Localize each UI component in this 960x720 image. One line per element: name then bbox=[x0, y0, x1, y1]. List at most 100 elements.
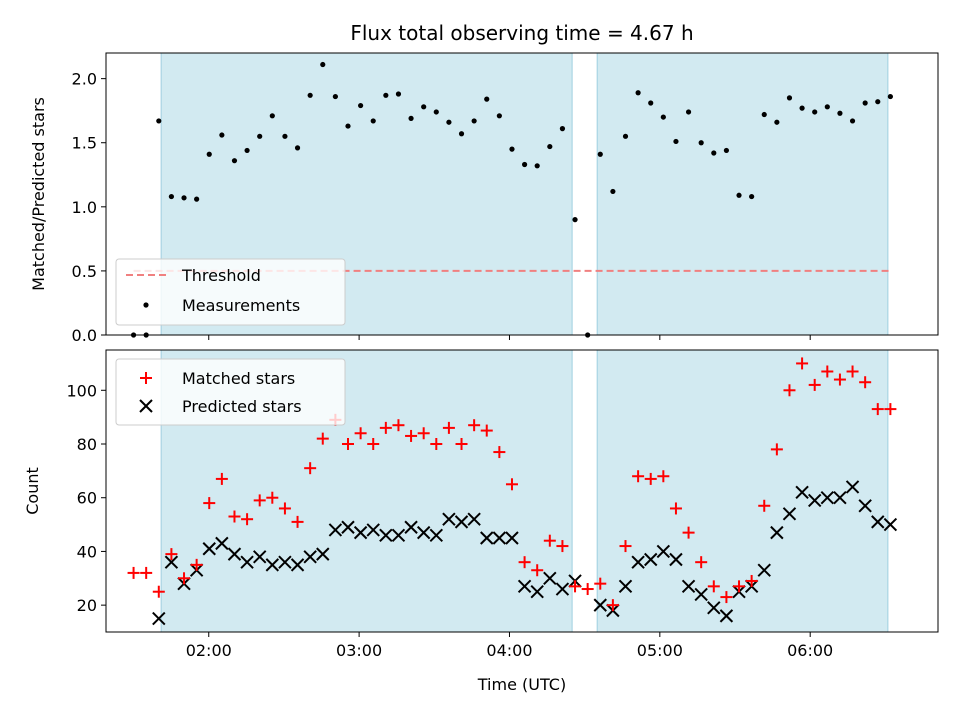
matched-star-point bbox=[253, 494, 266, 507]
measurement-point bbox=[345, 123, 351, 129]
measurement-point bbox=[862, 100, 868, 106]
measurement-point bbox=[875, 99, 881, 105]
measurement-point bbox=[206, 151, 212, 157]
matched-star-point bbox=[304, 462, 317, 475]
x-tick-label: 03:00 bbox=[336, 641, 382, 660]
matched-star-point bbox=[140, 566, 153, 579]
matched-star-point bbox=[316, 432, 329, 445]
predicted-star-point bbox=[795, 485, 809, 500]
measurement-point bbox=[320, 61, 326, 68]
top-legend: Threshold Measurements bbox=[115, 258, 346, 326]
measurement-point bbox=[433, 109, 439, 115]
matched-star-point bbox=[644, 472, 657, 485]
matched-star-point bbox=[669, 502, 682, 515]
predicted-star-point bbox=[593, 598, 607, 612]
matched-star-point bbox=[745, 574, 758, 587]
chart-title: Flux total observing time = 4.67 h bbox=[350, 21, 693, 45]
observing-interval-2 bbox=[596, 52, 889, 336]
top-legend-box bbox=[115, 258, 346, 326]
matched-star-point bbox=[720, 591, 733, 604]
predicted-star-point bbox=[492, 531, 507, 545]
predicted-star-point bbox=[341, 520, 355, 534]
measurement-point bbox=[685, 109, 692, 115]
matched-star-point bbox=[215, 472, 228, 485]
measurement-point bbox=[610, 188, 616, 195]
y-tick-label: 100 bbox=[66, 381, 97, 400]
matched-star-point bbox=[770, 443, 783, 456]
predicted-star-point bbox=[871, 515, 885, 529]
matched-star-point bbox=[152, 585, 165, 598]
measurement-point bbox=[572, 217, 578, 223]
predicted-star-point bbox=[265, 558, 280, 572]
y-tick-label: 1.5 bbox=[72, 134, 97, 153]
measurement-point bbox=[534, 163, 540, 169]
measurement-point bbox=[181, 195, 187, 201]
matched-star-point bbox=[556, 540, 569, 553]
matched-star-point bbox=[695, 556, 708, 569]
measurement-point bbox=[648, 100, 654, 106]
x-tick-label: 05:00 bbox=[637, 641, 683, 660]
predicted-star-point bbox=[215, 536, 229, 551]
matched-star-point bbox=[228, 510, 241, 523]
measurement-point bbox=[597, 151, 603, 157]
measurement-point bbox=[294, 145, 301, 151]
top-y-ticks: 0.0 0.5 1.0 1.5 2.0 bbox=[72, 70, 106, 345]
predicted-star-point bbox=[644, 552, 658, 567]
measurement-point bbox=[799, 105, 805, 111]
matched-star-point bbox=[278, 502, 291, 515]
measurement-point bbox=[244, 147, 250, 154]
x-tick-label: 04:00 bbox=[486, 641, 532, 660]
measurement-point bbox=[358, 102, 364, 109]
bottom-legend: Matched stars Predicted stars bbox=[115, 358, 346, 426]
matched-star-point bbox=[493, 446, 506, 459]
measurement-point bbox=[711, 150, 717, 156]
measurement-point bbox=[812, 109, 818, 115]
predicted-star-point bbox=[833, 491, 847, 505]
measurement-points bbox=[130, 61, 893, 338]
matched-star-point bbox=[203, 497, 216, 510]
predicted-star-point bbox=[416, 525, 431, 540]
matched-star-point bbox=[821, 365, 834, 378]
matched-star-point bbox=[543, 534, 556, 547]
measurement-point bbox=[559, 126, 566, 132]
predicted-star-point bbox=[770, 525, 784, 540]
matched-star-point bbox=[392, 419, 405, 432]
legend-predicted-label: Predicted stars bbox=[182, 397, 302, 416]
predicted-star-point bbox=[707, 601, 721, 615]
measurement-point bbox=[698, 140, 704, 146]
matched-star-point bbox=[808, 378, 821, 391]
y-tick-label: 1.0 bbox=[72, 198, 97, 217]
measurement-point bbox=[849, 118, 856, 124]
predicted-star-point bbox=[656, 544, 671, 559]
matched-star-point bbox=[266, 491, 279, 504]
matched-star-point bbox=[165, 548, 178, 561]
predicted-star-point bbox=[303, 550, 317, 564]
predicted-star-point bbox=[631, 555, 645, 569]
bottom-panel: 20 40 60 80 100 02:00 03:00 04:00 05:00 06:00 Co… bbox=[23, 349, 939, 694]
matched-star-point bbox=[758, 499, 771, 512]
measurement-point bbox=[408, 115, 414, 121]
predicted-star-point bbox=[618, 579, 633, 594]
predicted-star-point bbox=[379, 528, 393, 543]
predicted-star-point bbox=[807, 493, 822, 508]
matched-star-point bbox=[341, 438, 354, 450]
predicted-star-point bbox=[681, 579, 696, 594]
measurement-point bbox=[673, 138, 679, 145]
matched-star-point bbox=[796, 357, 809, 370]
measurement-point bbox=[622, 133, 629, 139]
measurement-point bbox=[395, 91, 402, 97]
predicted-star-point bbox=[391, 528, 406, 543]
matched-star-point bbox=[354, 427, 367, 440]
measurement-point bbox=[194, 196, 200, 202]
x-axis-label: Time (UTC) bbox=[477, 675, 566, 694]
predicted-star-point bbox=[505, 531, 519, 545]
top-panel: 0.00.51.01.52.0 Matched/Predicted stars … bbox=[29, 52, 939, 345]
measurement-point bbox=[282, 133, 288, 139]
predicted-star-point bbox=[202, 542, 216, 556]
matched-star-point bbox=[531, 564, 544, 577]
bottom-y-axis-label: Count bbox=[23, 467, 42, 515]
bottom-y-ticks: 20 40 60 80 100 bbox=[66, 381, 106, 615]
measurement-point bbox=[307, 92, 313, 98]
matched-star-point bbox=[581, 583, 594, 596]
predicted-star-point bbox=[429, 528, 444, 543]
